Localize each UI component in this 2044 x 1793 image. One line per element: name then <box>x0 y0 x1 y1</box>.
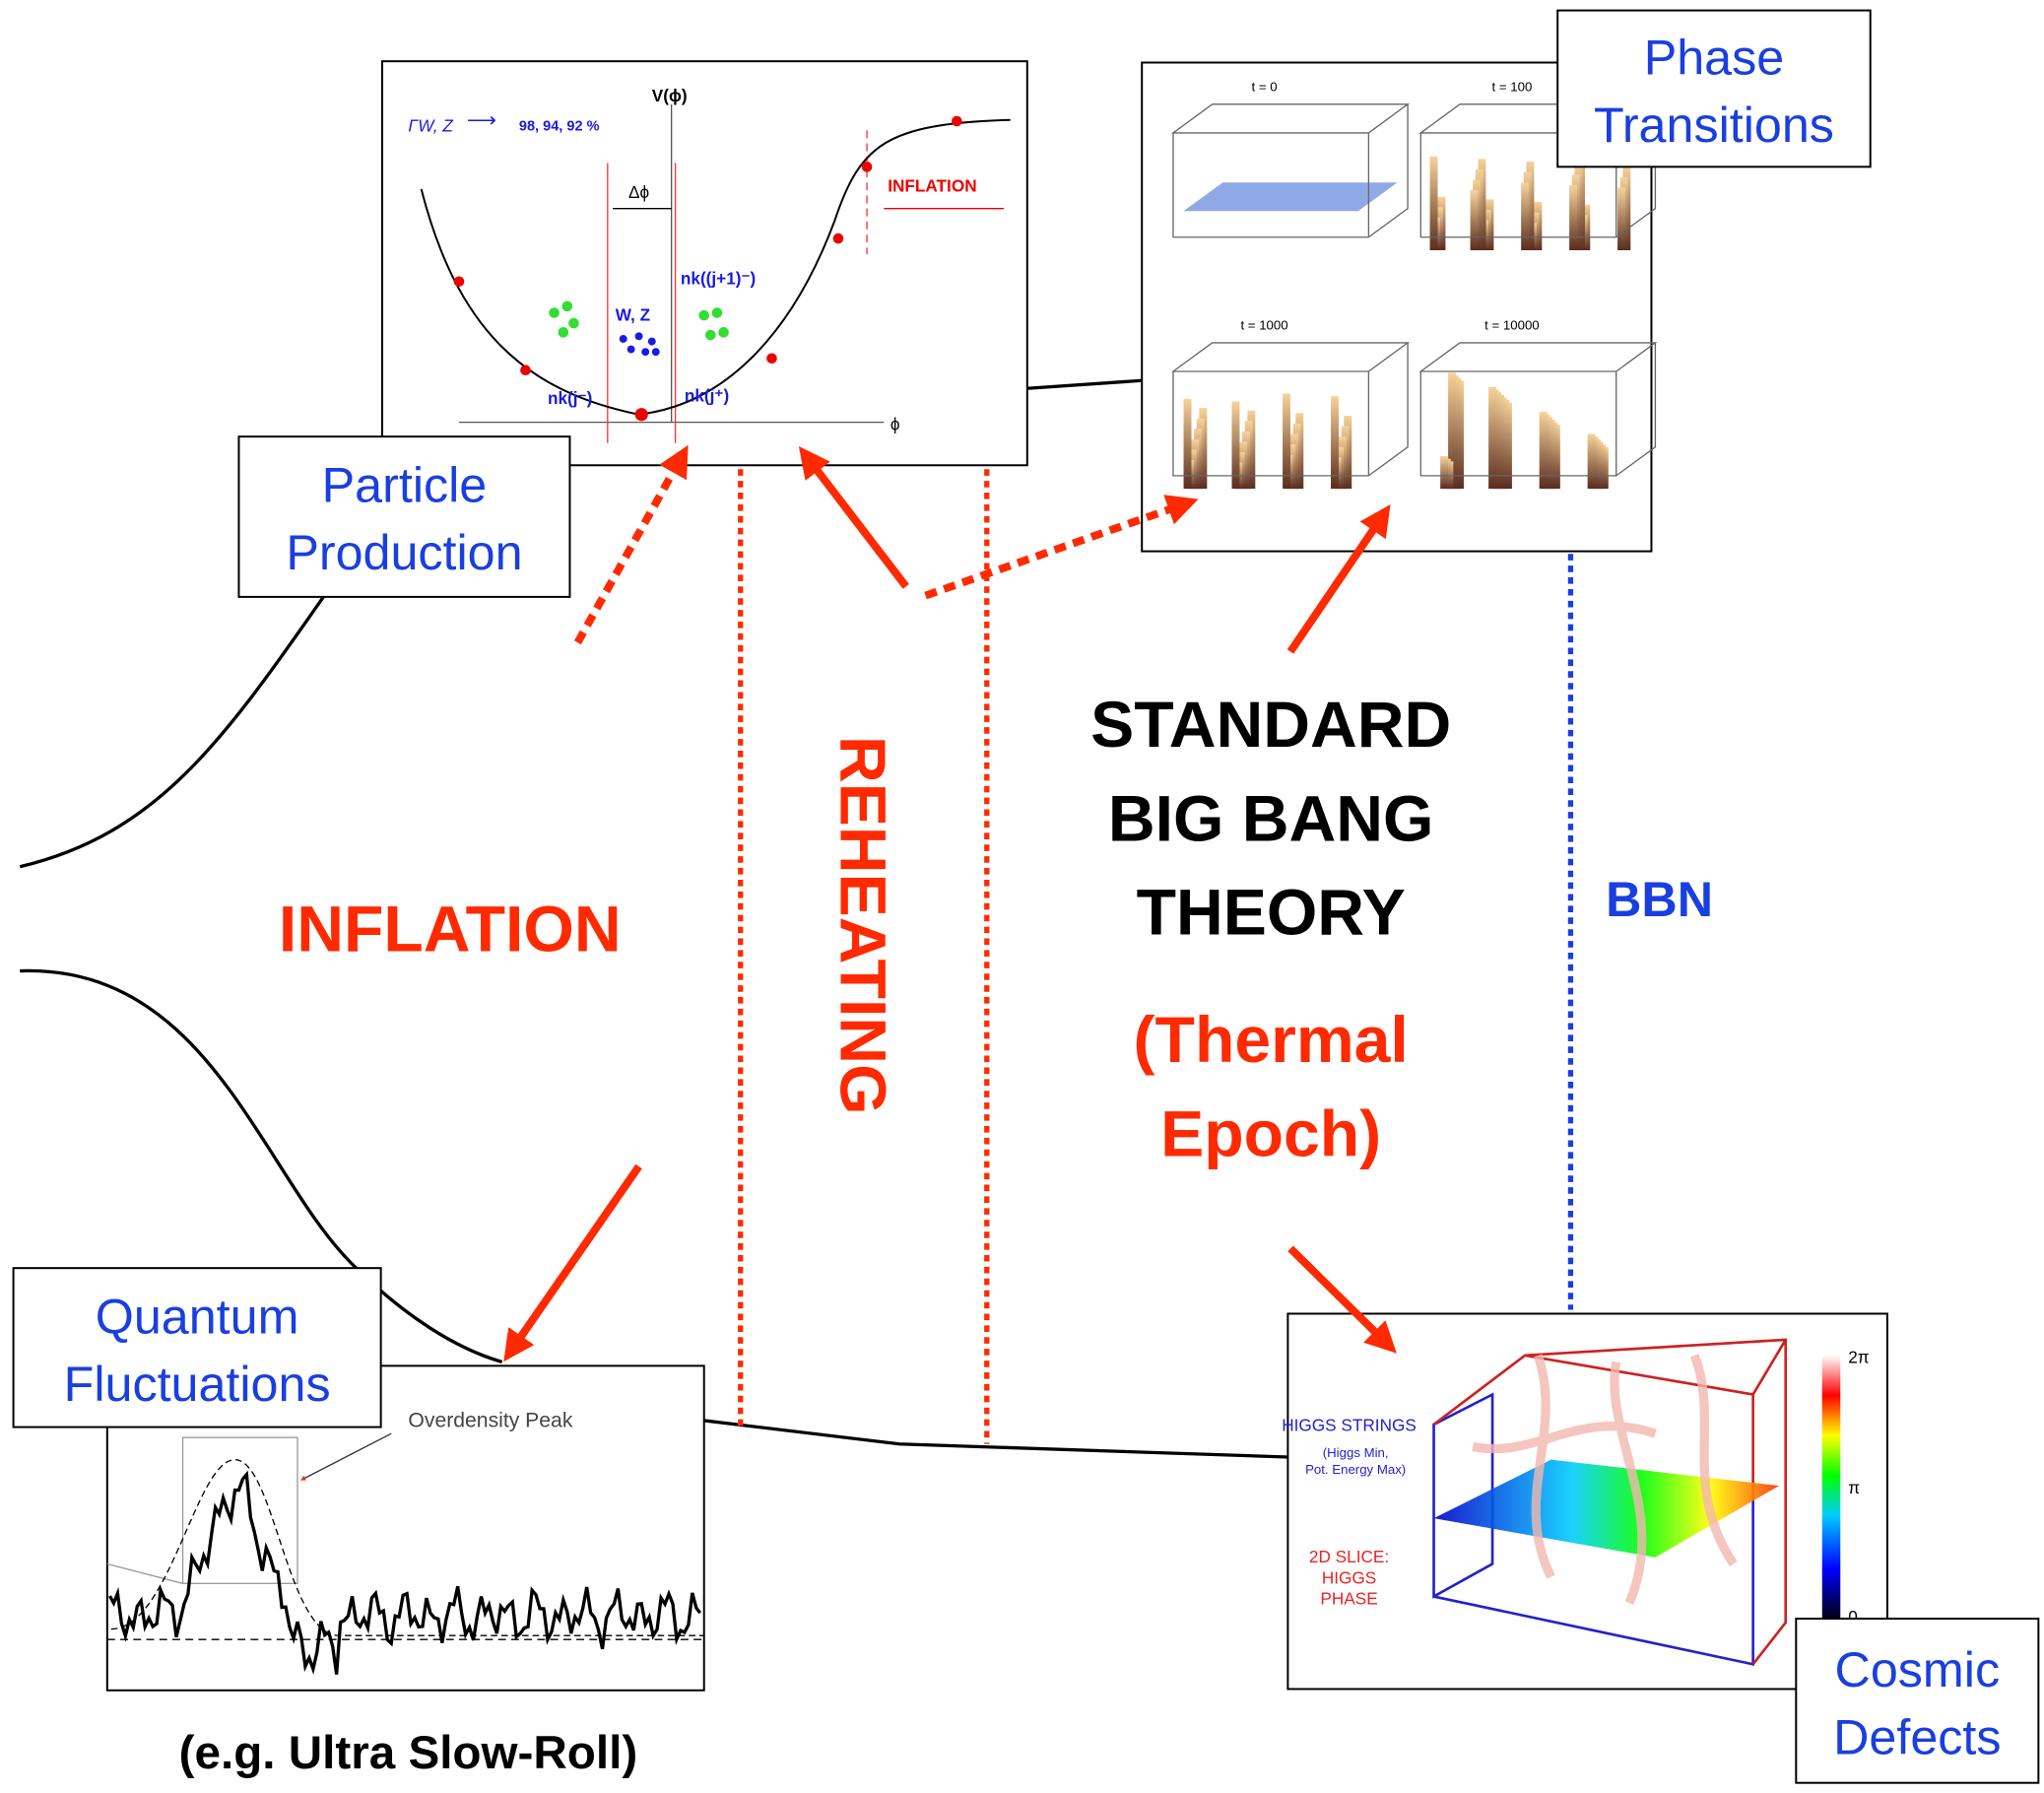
label: Cosmic <box>1835 1642 2001 1697</box>
field-spike <box>1540 412 1548 489</box>
timeline-curve <box>20 593 326 867</box>
field-spike <box>1440 456 1448 489</box>
era-title: THEORY <box>1137 877 1406 950</box>
time-label: t = 1000 <box>1240 318 1287 333</box>
field-spike <box>1331 396 1339 489</box>
field-spike <box>1588 434 1596 490</box>
era-title: BIG BANG <box>1108 782 1434 855</box>
label: Quantum <box>96 1289 299 1344</box>
slice-label: 2D SLICE: <box>1309 1547 1389 1566</box>
label: Transitions <box>1594 98 1834 153</box>
era-title: STANDARD <box>1090 689 1451 762</box>
field-spike <box>1569 185 1577 250</box>
label: Phase <box>1644 30 1784 85</box>
time-label: t = 100 <box>1492 80 1533 95</box>
label: Defects <box>1833 1710 2001 1765</box>
label: Fluctuations <box>64 1357 331 1412</box>
diagram: V(ϕ) ϕ ΓW, Z ⟶ 98, 94, 92 % Δϕ INFLATION… <box>0 0 2044 1788</box>
colorbar-label: 2π <box>1848 1348 1870 1367</box>
delta-phi: Δϕ <box>628 182 649 202</box>
field-spike <box>1521 182 1529 250</box>
era-subtitle: Epoch) <box>1160 1097 1381 1170</box>
nk-label: nk(j⁻) <box>548 388 592 408</box>
arrow <box>809 459 906 587</box>
colorbar <box>1822 1356 1841 1623</box>
time-label: t = 0 <box>1252 80 1278 95</box>
caption: (e.g. Ultra Slow-Roll) <box>179 1727 638 1779</box>
strings-note: Pot. Energy Max) <box>1305 1462 1406 1477</box>
gamma: ΓW, Z <box>408 116 453 136</box>
label: Production <box>286 525 522 580</box>
page: {"labels":{"phase_transitions":["Phase",… <box>0 0 2044 1788</box>
potential-plot: V(ϕ) ϕ ΓW, Z ⟶ 98, 94, 92 % Δϕ INFLATION… <box>382 61 1027 465</box>
field-spike <box>1283 394 1290 490</box>
label: Particle <box>322 457 488 512</box>
nk-label: nk(j⁺) <box>685 385 729 405</box>
time-label: t = 10000 <box>1484 318 1540 333</box>
gamma-values: 98, 94, 92 % <box>519 118 600 134</box>
slice-label: PHASE <box>1320 1588 1377 1608</box>
strings-note: (Higgs Min, <box>1323 1445 1389 1460</box>
inflation-label: INFLATION <box>888 175 976 195</box>
axis-label: V(ϕ) <box>652 86 688 105</box>
arrow <box>577 459 681 643</box>
field-spike <box>1430 157 1438 250</box>
era-subtitle: (Thermal <box>1134 1004 1409 1077</box>
field-spike <box>1471 190 1479 250</box>
field-spike <box>1488 387 1496 489</box>
nk-label: nk((j+1)⁻) <box>681 268 756 288</box>
annotation: Overdensity Peak <box>408 1410 572 1432</box>
wz-label: W, Z <box>616 304 650 324</box>
arrow-glyph: ⟶ <box>467 108 496 131</box>
axis-label: ϕ <box>890 415 900 434</box>
colorbar-label: π <box>1848 1478 1860 1497</box>
era-title: REHEATING <box>826 736 899 1115</box>
slice-label: HIGGS <box>1322 1567 1376 1587</box>
strings-label: HIGGS STRINGS <box>1282 1416 1417 1435</box>
field-spike <box>1617 187 1625 249</box>
timeline-curve <box>1027 380 1142 388</box>
bbn-label: BBN <box>1606 872 1713 927</box>
timeline-curve <box>704 1421 1288 1457</box>
arrow <box>512 1166 638 1349</box>
era-title: INFLATION <box>279 894 622 966</box>
